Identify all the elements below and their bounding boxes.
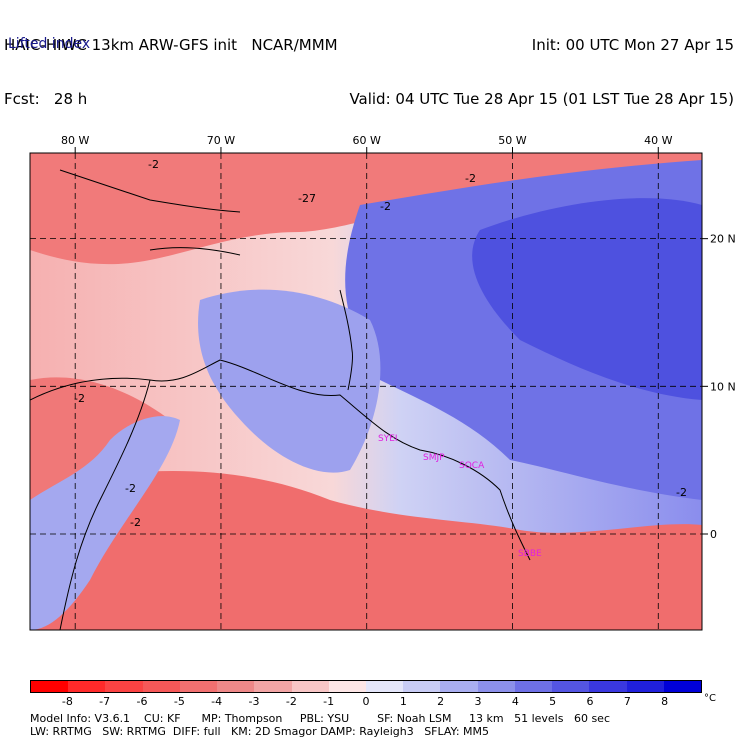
colorbar-tick-label: -1 <box>323 695 335 708</box>
field-pacific-positive <box>30 416 180 630</box>
colorbar-tick-label: -8 <box>61 695 73 708</box>
colorbar-segment <box>663 681 701 692</box>
station-label: SOCA <box>459 461 485 471</box>
field-west-negative <box>30 377 170 500</box>
colorbar <box>30 680 702 693</box>
colorbar-segment <box>105 681 143 692</box>
contour-label: -2 <box>125 482 136 495</box>
contour-label: -2 <box>676 486 687 499</box>
colorbar-tick-label: 1 <box>399 695 407 708</box>
longitude-label: 70 W <box>207 134 235 147</box>
colorbar-tick-label: 3 <box>474 695 482 708</box>
longitude-label: 80 W <box>61 134 89 147</box>
latitude-label: 0 <box>710 528 717 541</box>
station-label: SMJP <box>423 453 445 463</box>
init-time: Init: 00 UTC Mon 27 Apr 15 <box>531 36 734 54</box>
model-info-line2: LW: RRTMG SW: RRTMG DIFF: full KM: 2D Sm… <box>30 725 490 738</box>
colorbar-segment <box>365 681 404 692</box>
coastline-pacific <box>59 379 151 630</box>
field-caribbean-positive <box>198 289 381 473</box>
field-atlantic-core <box>472 198 702 400</box>
colorbar-tick-label: -5 <box>173 695 185 708</box>
coastline-cuba <box>59 169 241 213</box>
colorbar-segment <box>626 681 664 692</box>
colorbar-tick-label: -7 <box>99 695 111 708</box>
colorbar-tick-label: 6 <box>586 695 594 708</box>
colorbar-tick-label: 2 <box>437 695 445 708</box>
contour-labels: -2 -27 -2 -2 -2 -2 -2 -2 <box>74 158 687 529</box>
longitude-labels: 80 W 70 W 60 W 50 W 40 W <box>61 134 673 153</box>
forecast-hour: Fcst: 28 h <box>4 90 88 108</box>
coastline-south-america-north <box>30 359 531 561</box>
colorbar-segment <box>254 681 292 692</box>
map-frame <box>29 152 703 631</box>
valid-time: Valid: 04 UTC Tue 28 Apr 15 (01 LST Tue … <box>349 90 734 108</box>
header-right: Init: 00 UTC Mon 27 Apr 15 Valid: 04 UTC… <box>349 0 734 126</box>
latitude-label: 20 N <box>710 233 736 246</box>
variable-name: Lifted index <box>8 36 91 52</box>
contour-label: -2 <box>380 200 391 213</box>
station-label: SBBE <box>518 549 542 559</box>
coastlines <box>30 169 531 630</box>
coastline-hispaniola <box>149 247 241 256</box>
colorbar-tick-label: 8 <box>661 695 669 708</box>
colorbar-segment <box>440 681 478 692</box>
field-layer <box>30 153 702 630</box>
field-south-negative <box>30 471 702 630</box>
colorbar-tick-label: -6 <box>136 695 148 708</box>
longitude-label: 50 W <box>498 134 526 147</box>
colorbar-segment <box>142 681 180 692</box>
colorbar-segment <box>291 681 329 692</box>
colorbar-tick-label: 0 <box>362 695 370 708</box>
header-left: HAIC-HIWC 13km ARW-GFS init NCAR/MMM Fcs… <box>4 0 338 126</box>
colorbar-tick-label: -4 <box>211 695 223 708</box>
contour-label: -2 <box>148 158 159 171</box>
contour-label: -27 <box>298 192 316 205</box>
colorbar-tick-label: 7 <box>623 695 631 708</box>
contour-label: -2 <box>130 516 141 529</box>
colorbar-tick-labels: -8 -7 -6 -5 -4 -3 -2 -1 0 1 2 3 4 5 6 7 8 <box>0 695 740 709</box>
station-label: SYEI <box>378 434 398 444</box>
graticule <box>30 153 702 630</box>
model-title: HAIC-HIWC 13km ARW-GFS init NCAR/MMM <box>4 36 338 54</box>
colorbar-segment <box>514 681 553 692</box>
colorbar-tick-label: 4 <box>511 695 519 708</box>
colorbar-segment <box>589 681 627 692</box>
colorbar-tick-label: 5 <box>549 695 557 708</box>
latitude-label: 10 N <box>710 380 736 393</box>
contour-label: -2 <box>74 392 85 405</box>
coastline-lesser-antilles <box>339 289 353 391</box>
longitude-label: 40 W <box>644 134 672 147</box>
colorbar-segment <box>552 681 590 692</box>
colorbar-tick-label: -3 <box>248 695 260 708</box>
colorbar-segment <box>403 681 441 692</box>
colorbar-segment <box>217 681 255 692</box>
model-info-line1: Model Info: V3.6.1 CU: KF MP: Thompson P… <box>30 712 610 725</box>
colorbar-segment <box>179 681 218 692</box>
latitude-labels: 20 N 10 N 0 <box>702 233 736 541</box>
station-labels: SYEI SMJP SOCA SBBE <box>378 434 542 559</box>
contour-label: -2 <box>465 172 476 185</box>
colorbar-segment <box>477 681 515 692</box>
colorbar-segment <box>31 681 69 692</box>
longitude-label: 60 W <box>353 134 381 147</box>
colorbar-segment <box>68 681 106 692</box>
colorbar-unit: °C <box>704 693 716 704</box>
colorbar-tick-label: -2 <box>285 695 297 708</box>
colorbar-segment <box>328 681 366 692</box>
